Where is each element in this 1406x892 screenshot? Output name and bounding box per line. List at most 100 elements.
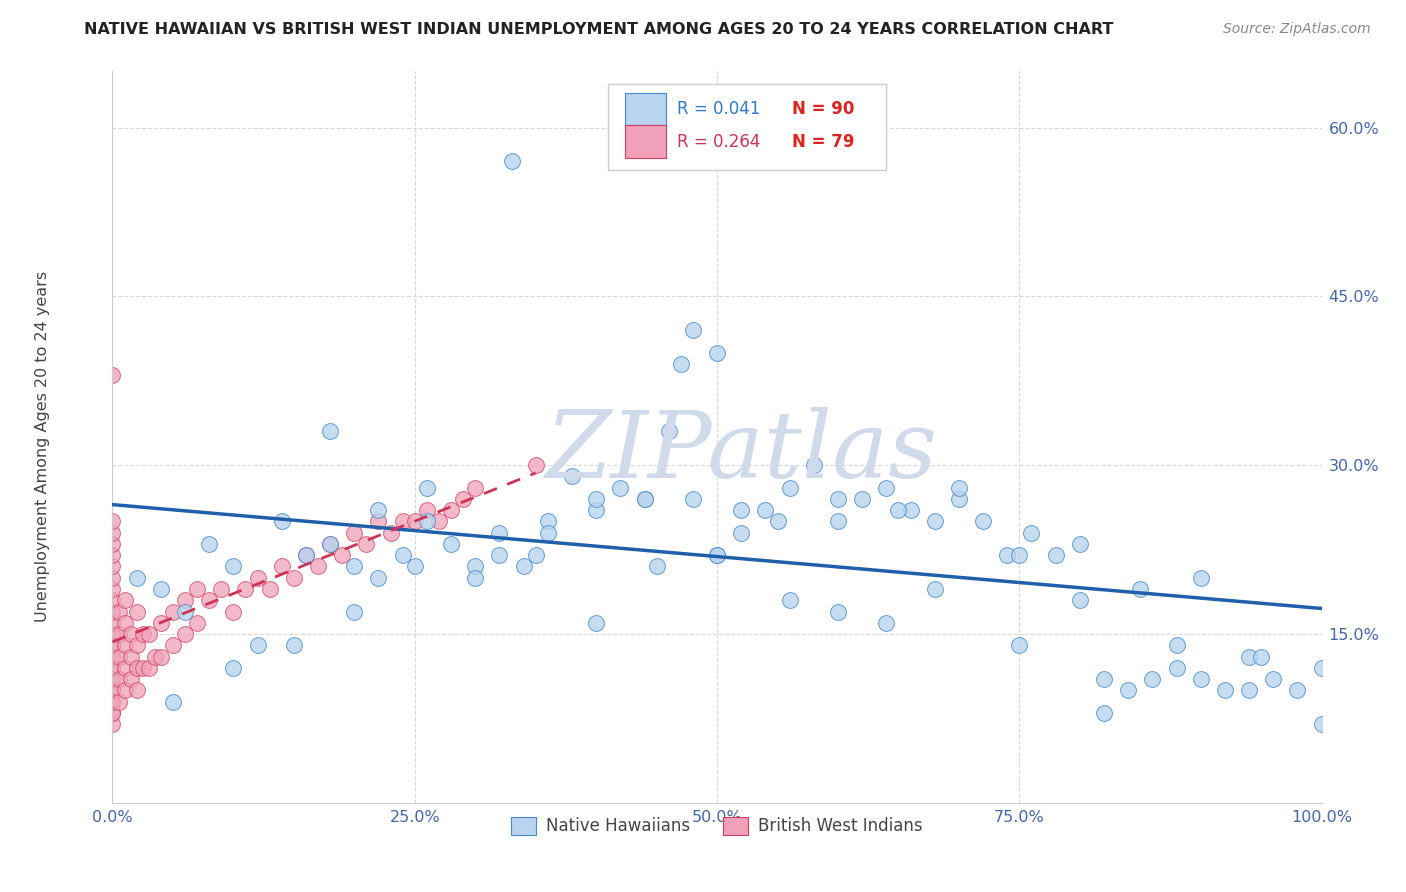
Point bbox=[1045, 548, 1067, 562]
Point bbox=[1129, 582, 1152, 596]
Point bbox=[887, 503, 910, 517]
Point bbox=[101, 559, 124, 574]
Point bbox=[222, 559, 245, 574]
Point bbox=[149, 582, 172, 596]
Point bbox=[488, 525, 510, 540]
Point bbox=[1310, 661, 1333, 675]
Point bbox=[851, 491, 873, 506]
Point bbox=[367, 503, 389, 517]
Point bbox=[367, 571, 389, 585]
Point bbox=[138, 661, 160, 675]
Point bbox=[875, 481, 897, 495]
Point bbox=[101, 638, 124, 652]
Point bbox=[924, 515, 946, 529]
Point bbox=[132, 627, 155, 641]
Point bbox=[330, 548, 353, 562]
Point bbox=[1189, 672, 1212, 686]
Point bbox=[464, 571, 486, 585]
Point bbox=[451, 491, 474, 506]
Point bbox=[1116, 683, 1139, 698]
Point bbox=[561, 469, 583, 483]
Point bbox=[114, 638, 136, 652]
Point bbox=[101, 683, 124, 698]
Point bbox=[427, 515, 450, 529]
Point bbox=[101, 368, 124, 383]
Point bbox=[125, 683, 148, 698]
Point bbox=[948, 491, 970, 506]
Point bbox=[1310, 717, 1333, 731]
Point bbox=[875, 615, 897, 630]
Point bbox=[101, 537, 124, 551]
Point bbox=[706, 548, 728, 562]
Point bbox=[319, 537, 342, 551]
Point bbox=[645, 559, 668, 574]
Point bbox=[114, 683, 136, 698]
Point bbox=[537, 525, 560, 540]
Point bbox=[585, 615, 607, 630]
Point bbox=[283, 571, 305, 585]
Point bbox=[669, 357, 692, 371]
Point bbox=[1021, 525, 1043, 540]
Point bbox=[512, 559, 534, 574]
Point bbox=[101, 661, 124, 675]
Point bbox=[754, 503, 776, 517]
Point bbox=[101, 638, 124, 652]
Point bbox=[1213, 683, 1236, 698]
Point bbox=[1166, 638, 1188, 652]
Point bbox=[125, 571, 148, 585]
Point bbox=[162, 605, 184, 619]
Point bbox=[270, 559, 292, 574]
Point bbox=[319, 425, 342, 439]
Text: R = 0.264: R = 0.264 bbox=[678, 133, 770, 151]
Point bbox=[162, 638, 184, 652]
Point bbox=[101, 706, 124, 720]
Point bbox=[803, 458, 825, 473]
Point bbox=[1069, 537, 1091, 551]
Point bbox=[198, 537, 221, 551]
Point bbox=[246, 571, 269, 585]
Point bbox=[120, 672, 142, 686]
Point bbox=[827, 491, 849, 506]
Point bbox=[730, 525, 752, 540]
Text: R = 0.041: R = 0.041 bbox=[678, 100, 770, 118]
Point bbox=[319, 537, 342, 551]
Point bbox=[186, 615, 208, 630]
Point bbox=[416, 481, 439, 495]
Point bbox=[524, 458, 547, 473]
Point bbox=[1092, 706, 1115, 720]
Point bbox=[924, 582, 946, 596]
Point bbox=[101, 683, 124, 698]
Point bbox=[295, 548, 318, 562]
Point bbox=[235, 582, 257, 596]
Point bbox=[101, 525, 124, 540]
Point bbox=[1008, 548, 1031, 562]
Point bbox=[107, 694, 129, 708]
Point bbox=[149, 649, 172, 664]
Text: Source: ZipAtlas.com: Source: ZipAtlas.com bbox=[1223, 22, 1371, 37]
Point bbox=[1166, 661, 1188, 675]
Point bbox=[682, 323, 704, 337]
Point bbox=[343, 559, 366, 574]
Point bbox=[101, 582, 124, 596]
Point bbox=[101, 694, 124, 708]
FancyBboxPatch shape bbox=[626, 93, 666, 125]
Point bbox=[174, 605, 197, 619]
Text: N = 79: N = 79 bbox=[792, 133, 855, 151]
Point bbox=[138, 627, 160, 641]
Point bbox=[972, 515, 994, 529]
Point bbox=[101, 661, 124, 675]
Point bbox=[120, 627, 142, 641]
Point bbox=[114, 593, 136, 607]
Point bbox=[488, 548, 510, 562]
Point bbox=[343, 525, 366, 540]
Point bbox=[132, 661, 155, 675]
Point bbox=[380, 525, 402, 540]
Point bbox=[1189, 571, 1212, 585]
Point bbox=[125, 661, 148, 675]
Point bbox=[125, 638, 148, 652]
Point bbox=[827, 515, 849, 529]
Point bbox=[995, 548, 1018, 562]
Point bbox=[1263, 672, 1285, 686]
Point bbox=[730, 503, 752, 517]
Point bbox=[524, 548, 547, 562]
